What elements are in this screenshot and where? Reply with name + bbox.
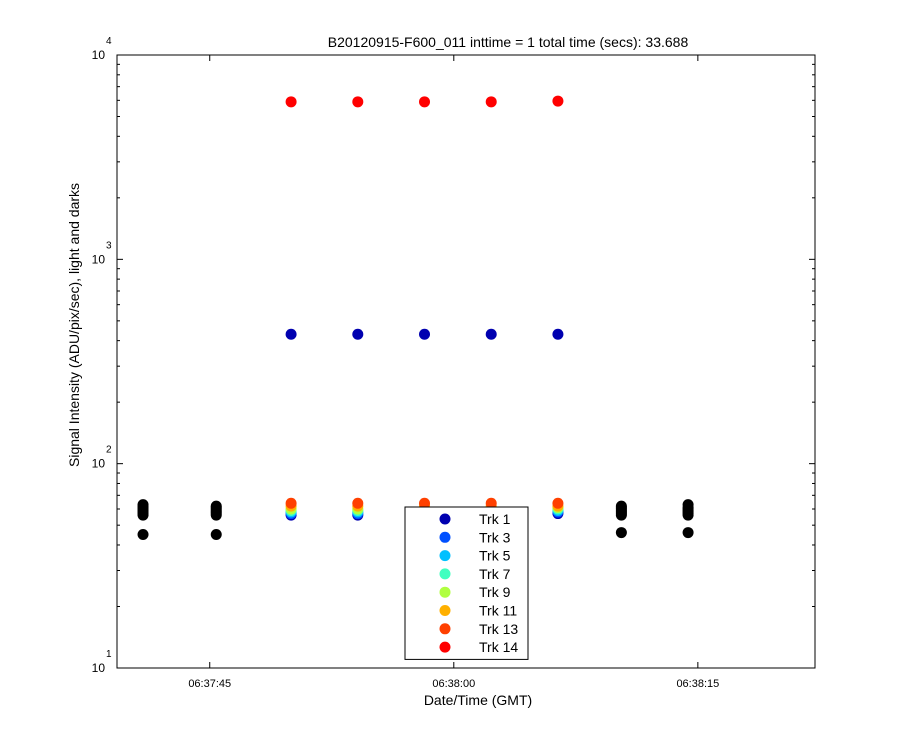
legend-marker (439, 513, 451, 525)
data-point-trk-13 (285, 497, 297, 509)
data-point-trk-13 (419, 497, 431, 509)
legend-label: Trk 11 (479, 603, 517, 619)
legend-marker (439, 568, 451, 580)
legend-label: Trk 3 (479, 529, 511, 545)
legend-marker (439, 623, 451, 635)
data-point (210, 529, 222, 541)
data-point (137, 529, 149, 541)
y-axis-label: Signal Intensity (ADU/pix/sec), light an… (66, 183, 82, 467)
data-point-trk-13 (485, 497, 497, 509)
data-point (615, 527, 627, 539)
y-tick-label-exponent: 3 (106, 240, 112, 251)
legend-label: Trk 5 (479, 548, 511, 564)
y-tick-label-exponent: 4 (106, 36, 112, 47)
legend-label: Trk 14 (479, 639, 518, 655)
y-tick-label-base: 10 (92, 457, 106, 471)
data-point-trk-13 (552, 497, 564, 509)
legend-marker (439, 641, 451, 653)
y-tick-label-exponent: 2 (106, 445, 112, 456)
y-tick-label-base: 10 (92, 661, 106, 675)
data-point-trk-13 (352, 497, 364, 509)
data-point-trk-14 (552, 95, 564, 107)
data-point (137, 499, 149, 511)
y-tick-label: 103 (92, 240, 112, 266)
legend-marker (439, 531, 451, 543)
data-point (485, 328, 497, 340)
legend-label: Trk 13 (479, 621, 518, 637)
x-axis-label: Date/Time (GMT) (424, 692, 532, 708)
legend-marker (439, 586, 451, 598)
data-point (285, 328, 297, 340)
y-tick-label-base: 10 (92, 252, 106, 266)
legend-label: Trk 9 (479, 584, 511, 600)
data-point-trk-14 (352, 96, 364, 108)
data-point (682, 527, 694, 539)
y-tick-label: 102 (92, 445, 112, 471)
data-point-trk-14 (285, 96, 297, 108)
data-point (552, 328, 564, 340)
legend-marker (439, 550, 451, 562)
data-point-trk-14 (419, 96, 431, 108)
chart-title: B20120915-F600_011 inttime = 1 total tim… (328, 34, 689, 50)
y-tick-label: 101 (92, 649, 112, 675)
legend-label: Trk 1 (479, 511, 511, 527)
y-tick-label: 104 (92, 36, 112, 62)
data-point (352, 328, 364, 340)
y-tick-label-base: 10 (92, 48, 106, 62)
data-point (615, 500, 627, 512)
data-point-trk-14 (485, 96, 497, 108)
data-point (419, 328, 431, 340)
legend: Trk 1 Trk 3 Trk 5 Trk 7 Trk 9 Trk 11 Trk 13 Trk… (404, 506, 529, 660)
legend-box (404, 506, 529, 660)
legend-marker (439, 605, 451, 616)
data-point (210, 500, 222, 512)
x-tick-label: 06:38:15 (676, 678, 719, 690)
data-point (682, 499, 694, 511)
x-tick-label: 06:38:00 (432, 678, 475, 690)
x-tick-label: 06:37:45 (188, 678, 231, 690)
y-tick-label-exponent: 1 (106, 649, 112, 660)
legend-label: Trk 7 (479, 566, 511, 582)
